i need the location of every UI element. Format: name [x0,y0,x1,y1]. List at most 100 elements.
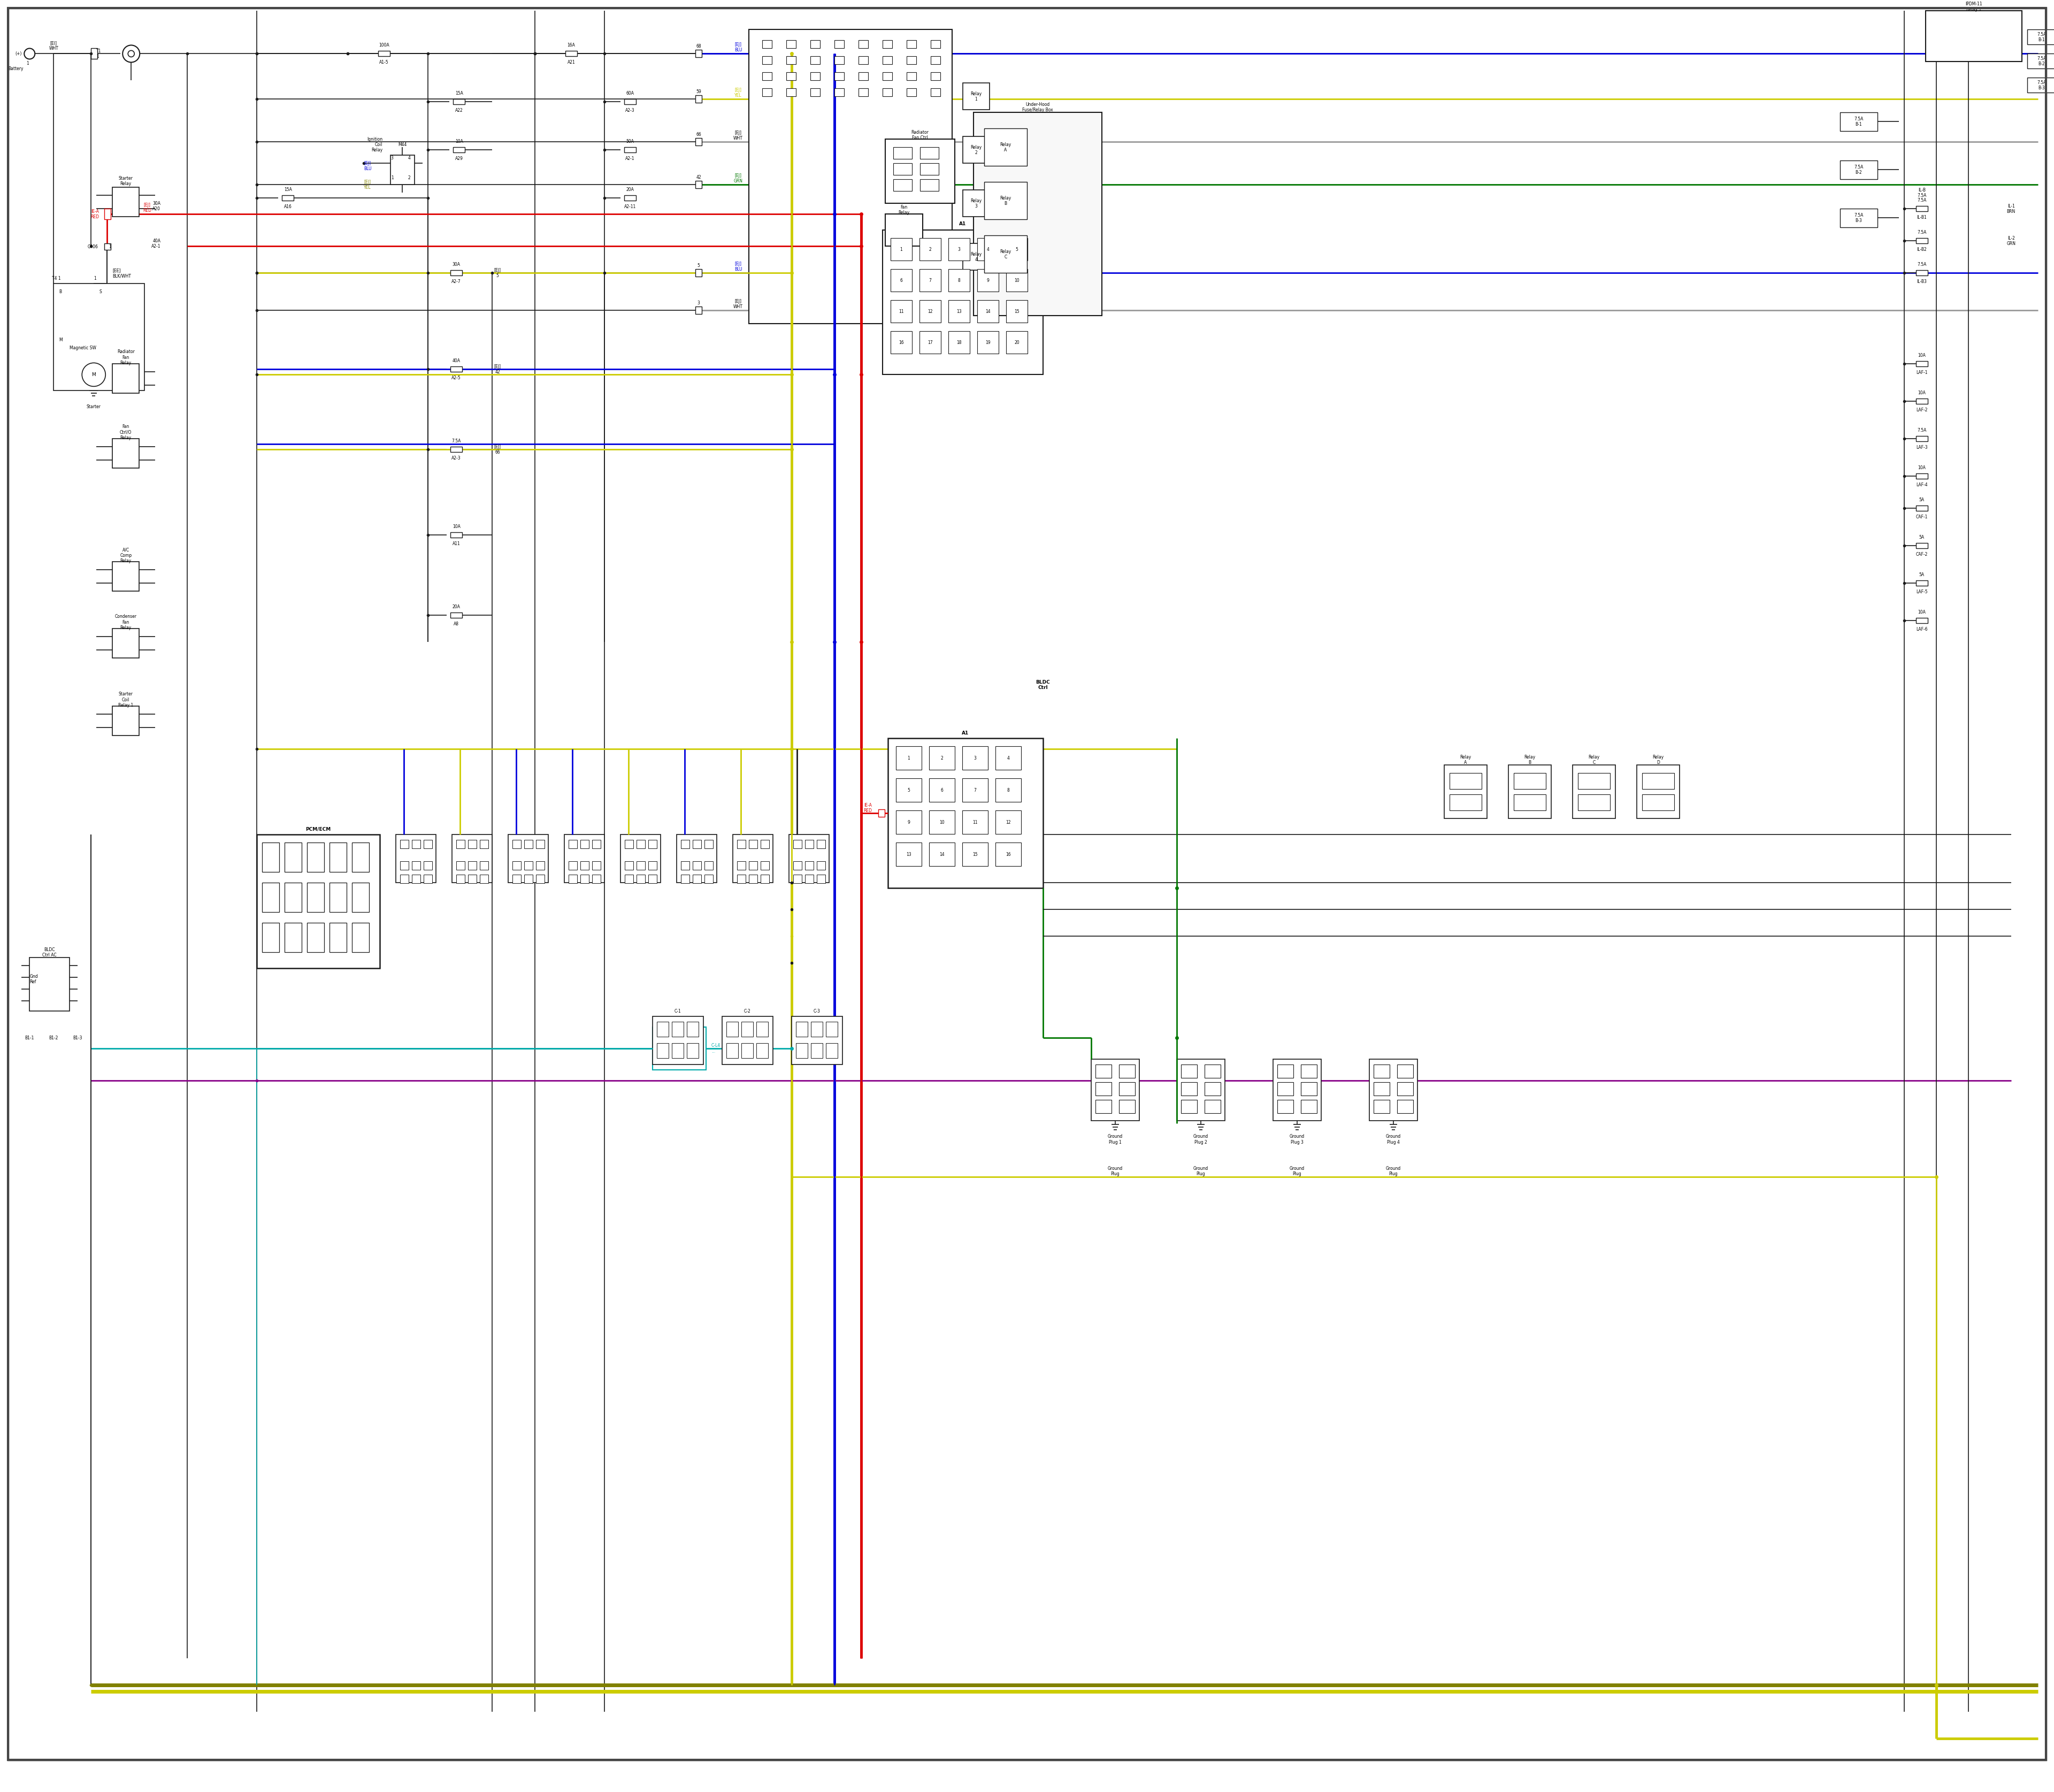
Text: Ground
Plug: Ground Plug [1107,1167,1124,1176]
Bar [896,745,922,771]
Bar [1095,1100,1111,1113]
Text: 15A: 15A [283,186,292,192]
Bar [826,1043,838,1059]
Bar [592,862,600,869]
Text: Fan
Ctrl/O
Relay: Fan Ctrl/O Relay [119,425,131,441]
Bar [378,50,390,56]
Text: A2-11: A2-11 [624,204,637,210]
Bar [1278,1064,1294,1079]
Text: 7.5A: 7.5A [1916,262,1927,267]
Text: 7.5A: 7.5A [1916,229,1927,235]
Bar [1840,210,1877,228]
Text: Relay
1: Relay 1 [972,91,982,102]
Text: [EJ]
WHT: [EJ] WHT [733,131,744,142]
Text: [EJ]
BLU: [EJ] BLU [735,43,741,52]
Bar [811,56,820,65]
Bar [893,179,912,192]
Text: 10: 10 [1015,278,1019,283]
Bar [396,835,435,883]
Bar [1278,1082,1294,1095]
Text: [EJ]
42: [EJ] 42 [495,364,501,375]
Circle shape [127,50,134,57]
Bar [750,840,758,849]
Text: Relay
B: Relay B [1524,754,1536,765]
Bar [906,88,916,97]
Text: S: S [99,289,101,294]
Bar [507,835,548,883]
Text: [EJ]
RED: [EJ] RED [144,202,152,213]
Bar [963,82,990,109]
Bar [879,810,885,817]
Bar [859,56,869,65]
Bar [624,99,637,104]
Text: 5A: 5A [1918,572,1925,577]
Text: 42: 42 [696,176,700,179]
Text: 10A: 10A [1918,609,1927,615]
Bar [723,1016,772,1064]
Bar [620,835,661,883]
Bar [949,269,969,292]
Bar [928,778,955,803]
Bar [450,532,462,538]
Text: Ground
Plug: Ground Plug [1290,1167,1304,1176]
Text: 7.5A: 7.5A [452,439,460,443]
Text: 3: 3 [390,156,394,161]
Circle shape [25,48,35,59]
Text: 15: 15 [1015,310,1019,314]
Bar [454,147,464,152]
Bar [1374,1082,1391,1095]
Bar [514,862,522,869]
Bar [893,147,912,159]
Text: 4: 4 [986,247,990,253]
Bar [113,364,140,394]
Bar [637,874,645,883]
Bar [891,332,912,353]
Text: IL-2
GRN: IL-2 GRN [2007,237,2015,246]
Text: CAF-2: CAF-2 [1916,552,1929,557]
Text: Starter
Relay: Starter Relay [119,176,134,186]
Bar [592,840,600,849]
Bar [624,147,637,152]
Bar [1204,1064,1220,1079]
Bar [756,1021,768,1038]
Bar [787,88,797,97]
Bar [113,563,140,591]
Bar [737,862,746,869]
Text: A1: A1 [959,222,965,226]
Text: 100A: 100A [378,43,390,48]
Text: 4: 4 [1006,756,1011,760]
Bar [789,835,830,883]
Bar [787,41,797,48]
Bar [928,745,955,771]
Bar [536,840,544,849]
Bar [624,195,637,201]
Bar [1119,1064,1136,1079]
Bar [536,874,544,883]
Bar [756,1043,768,1059]
Bar [793,840,801,849]
Bar [1577,794,1610,810]
Text: 10A: 10A [1918,391,1927,396]
Text: A1-5: A1-5 [380,59,388,65]
Bar [737,874,746,883]
Text: 7.5A
B-2: 7.5A B-2 [2038,56,2046,66]
Bar [930,88,941,97]
Bar [741,1043,754,1059]
Text: 2: 2 [941,756,943,760]
Bar [811,1043,824,1059]
Bar [705,840,713,849]
Bar [949,332,969,353]
Text: IE-A
RED: IE-A RED [863,803,871,814]
Text: A2-3: A2-3 [452,455,460,461]
Text: Relay
4: Relay 4 [972,253,982,262]
Bar [1577,772,1610,788]
Text: 5A: 5A [1918,498,1925,502]
Bar [826,1021,838,1038]
Bar [963,190,990,217]
Bar [450,367,462,373]
Text: 7: 7 [974,788,976,792]
Bar [1119,1100,1136,1113]
Bar [1916,473,1927,478]
Bar [569,840,577,849]
Bar [1916,581,1927,586]
